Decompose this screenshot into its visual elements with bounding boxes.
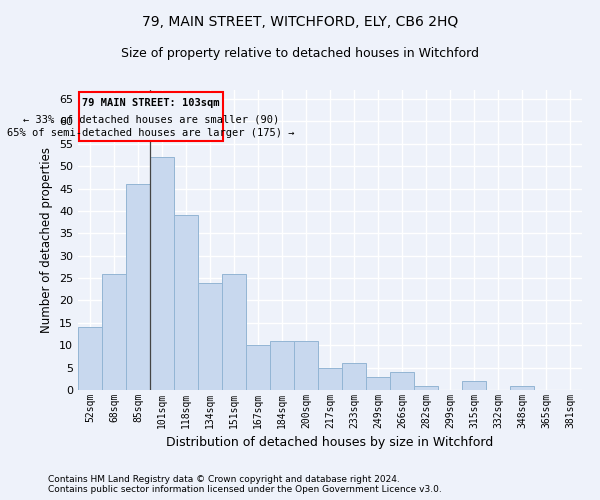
X-axis label: Distribution of detached houses by size in Witchford: Distribution of detached houses by size … [166, 436, 494, 450]
Bar [126, 184, 150, 390]
Text: Contains HM Land Registry data © Crown copyright and database right 2024.: Contains HM Land Registry data © Crown c… [48, 475, 400, 484]
Bar [294, 340, 318, 390]
Text: ← 33% of detached houses are smaller (90): ← 33% of detached houses are smaller (90… [23, 114, 280, 124]
FancyBboxPatch shape [79, 92, 223, 142]
Bar [390, 372, 414, 390]
Bar [462, 381, 486, 390]
Text: Size of property relative to detached houses in Witchford: Size of property relative to detached ho… [121, 48, 479, 60]
Text: 65% of semi-detached houses are larger (175) →: 65% of semi-detached houses are larger (… [7, 128, 295, 138]
Y-axis label: Number of detached properties: Number of detached properties [40, 147, 53, 333]
Bar [510, 386, 534, 390]
Bar [222, 274, 246, 390]
Bar [318, 368, 342, 390]
Bar [342, 363, 366, 390]
Text: Contains public sector information licensed under the Open Government Licence v3: Contains public sector information licen… [48, 485, 442, 494]
Bar [414, 386, 438, 390]
Bar [270, 340, 294, 390]
Text: 79, MAIN STREET, WITCHFORD, ELY, CB6 2HQ: 79, MAIN STREET, WITCHFORD, ELY, CB6 2HQ [142, 15, 458, 29]
Bar [102, 274, 126, 390]
Bar [174, 216, 198, 390]
Bar [246, 345, 270, 390]
Bar [198, 282, 222, 390]
Text: 79 MAIN STREET: 103sqm: 79 MAIN STREET: 103sqm [82, 98, 220, 108]
Bar [78, 328, 102, 390]
Bar [366, 376, 390, 390]
Bar [150, 157, 174, 390]
